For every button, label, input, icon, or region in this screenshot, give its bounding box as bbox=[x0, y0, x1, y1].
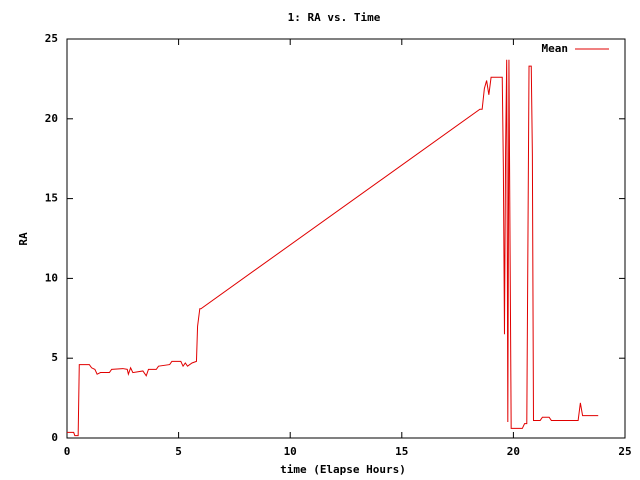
y-tick-label: 0 bbox=[51, 431, 58, 444]
y-axis-label: RA bbox=[17, 232, 30, 246]
y-tick-label: 10 bbox=[45, 271, 58, 284]
y-tick-label: 20 bbox=[45, 112, 58, 125]
x-tick-label: 20 bbox=[507, 445, 520, 458]
y-tick-label: 15 bbox=[45, 192, 58, 205]
chart-title: 1: RA vs. Time bbox=[288, 11, 381, 24]
plot-frame bbox=[66, 38, 626, 439]
x-axis-label: time (Elapse Hours) bbox=[280, 463, 406, 476]
x-tick-label: 0 bbox=[64, 445, 71, 458]
data-line bbox=[67, 59, 599, 437]
x-tick-label: 10 bbox=[284, 445, 297, 458]
y-tick-label: 5 bbox=[51, 351, 58, 364]
x-tick-label: 5 bbox=[175, 445, 182, 458]
x-tick-label: 15 bbox=[395, 445, 408, 458]
y-tick-label: 25 bbox=[45, 32, 58, 45]
legend-label: Mean bbox=[542, 42, 569, 55]
x-tick-label: 25 bbox=[618, 445, 631, 458]
